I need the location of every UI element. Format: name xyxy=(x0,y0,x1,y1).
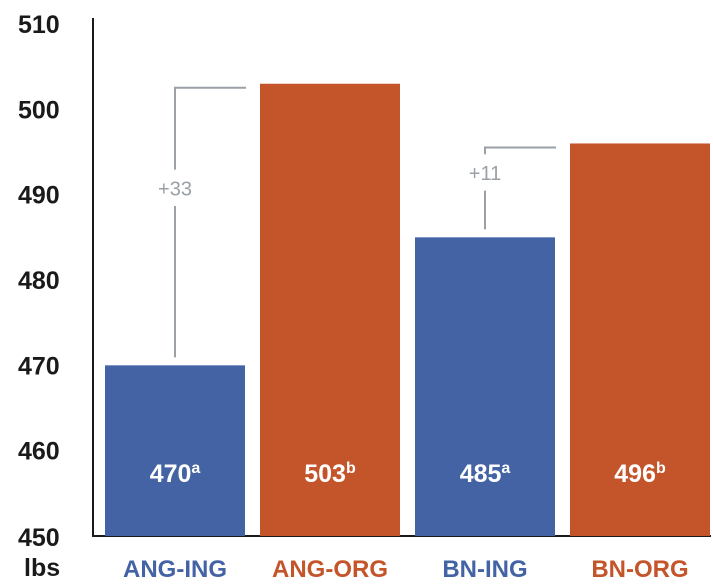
data-label-superscript: a xyxy=(191,460,200,477)
y-tick-label: 480 xyxy=(18,267,60,295)
data-label-value: 470 xyxy=(150,460,192,488)
bracket-upper-segment xyxy=(174,86,246,170)
bar-bn-org xyxy=(570,143,710,536)
category-label: BN-ORG xyxy=(591,556,688,583)
data-label: 503b xyxy=(304,460,356,488)
difference-label: +11 xyxy=(469,163,501,185)
difference-label: +33 xyxy=(158,179,192,201)
difference-brackets: +33 +11 xyxy=(158,86,556,358)
y-tick-label: 460 xyxy=(18,438,60,466)
data-label: 496b xyxy=(614,460,666,488)
data-label-value: 503 xyxy=(304,460,346,488)
data-label-superscript: b xyxy=(346,460,356,477)
bracket-upper-segment xyxy=(484,146,556,155)
category-label: BN-ING xyxy=(442,556,527,583)
bar-ang-org xyxy=(260,83,400,536)
category-labels: ANG-ING ANG-ORG BN-ING BN-ORG xyxy=(123,556,689,583)
category-label: ANG-ING xyxy=(123,556,227,583)
data-label-value: 485 xyxy=(460,460,502,488)
data-label: 470a xyxy=(150,460,201,488)
data-label-value: 496 xyxy=(614,460,656,488)
y-tick-label: 490 xyxy=(18,182,60,210)
bar-bn-ing xyxy=(415,237,555,537)
bars: 470a 503b 485a 496b xyxy=(105,83,710,537)
y-tick-label: 500 xyxy=(18,96,60,124)
category-label: ANG-ORG xyxy=(272,556,388,583)
y-tick-label: 510 xyxy=(18,11,60,39)
y-axis-label: lbs xyxy=(24,554,60,582)
data-label-superscript: a xyxy=(501,460,510,477)
y-tick-labels: 450 460 470 480 490 500 510 xyxy=(18,11,60,552)
bar-ang-ing xyxy=(105,365,245,536)
y-tick-label: 450 xyxy=(18,524,60,552)
y-tick-label: 470 xyxy=(18,352,60,380)
data-label-superscript: b xyxy=(656,460,666,477)
data-label: 485a xyxy=(460,460,511,488)
